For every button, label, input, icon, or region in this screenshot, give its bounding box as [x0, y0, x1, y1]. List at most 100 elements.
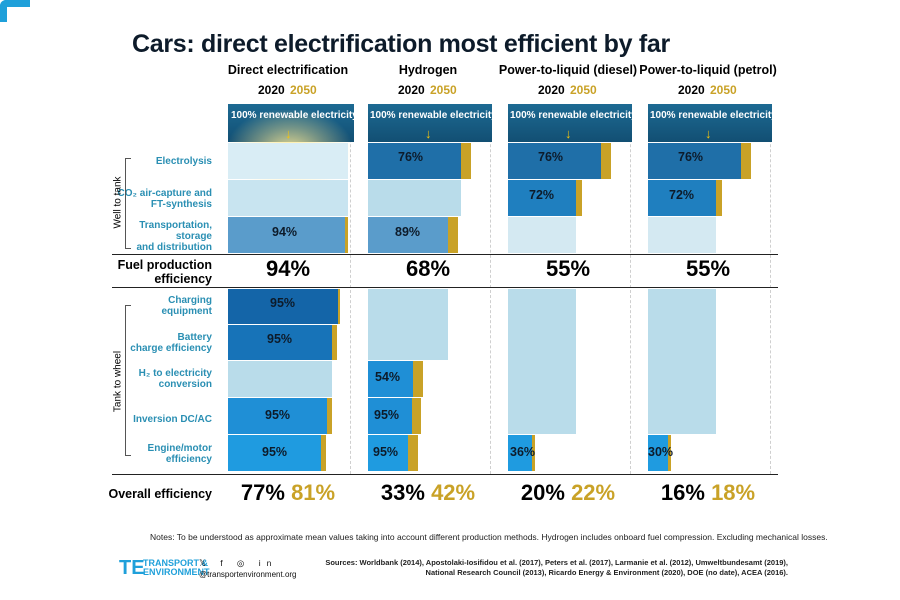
bar-direct-battery	[228, 325, 332, 360]
bar-label: 95%	[270, 296, 296, 310]
bar-label: 94%	[272, 225, 298, 239]
year-2020-label: 2020	[538, 83, 565, 97]
bar-direct-engine-2050	[321, 435, 326, 471]
bar-label: 54%	[375, 370, 401, 384]
bar-label: 95%	[374, 408, 400, 422]
fuel-production-label: Fuel production efficiency	[112, 258, 212, 286]
fuel-production-value: 94%	[265, 256, 311, 281]
bar-ptl-petrol-co2-2050	[716, 180, 722, 216]
arrow-down-icon: ↓	[425, 126, 432, 141]
bar-ptl-diesel-co2-2050	[576, 180, 582, 216]
bar-ptl-diesel-engine	[508, 435, 532, 471]
chart-title: Cars: direct electrification most effici…	[132, 30, 670, 58]
sources-line: Sources: Worldbank (2014), Apostolaki-Io…	[325, 558, 788, 567]
title-corner-decoration	[0, 0, 30, 22]
bar-hydrogen-pass-through	[368, 289, 448, 360]
year-2020-label: 2020	[398, 83, 425, 97]
bar-label: 72%	[669, 188, 695, 202]
bar-direct-co2	[228, 180, 348, 216]
grid-line	[350, 104, 351, 474]
separator-line	[112, 474, 778, 475]
logo-text-line: ENVIRONMENT	[143, 567, 210, 577]
bar-hydrogen-co2	[368, 180, 461, 216]
grid-line	[490, 104, 491, 474]
row-label-engine: Engine/motor efficiency	[112, 443, 212, 465]
renewable-source-box	[368, 104, 492, 142]
bar-label: 95%	[267, 332, 293, 346]
renewable-source-label: 100% renewable electricity	[231, 110, 358, 121]
grid-line	[770, 104, 771, 474]
separator-line	[112, 254, 778, 255]
fuel-production-label-line: Fuel production	[117, 258, 212, 272]
bar-direct-engine	[228, 435, 321, 471]
logo-text-line: TRANSPORT &	[143, 558, 208, 568]
row-label-battery: Battery charge efficiency	[112, 332, 212, 354]
year-2020-label: 2020	[258, 83, 285, 97]
bar-label: 72%	[529, 188, 555, 202]
overall-2020-value: 77%	[240, 480, 285, 505]
bar-hydrogen-transportation	[368, 217, 448, 253]
bar-ptl-diesel-pass-through	[508, 289, 576, 434]
grid-line	[630, 104, 631, 474]
overall-2050-value: 18%	[711, 480, 756, 505]
renewable-source-label: 100% renewable electricity	[650, 110, 777, 121]
col-head-ptl-petrol: Power-to-liquid (petrol)	[639, 63, 777, 77]
bar-label: 89%	[395, 225, 421, 239]
bracket-tick	[125, 248, 131, 249]
row-label-line: efficiency	[165, 454, 212, 465]
row-label-line: conversion	[158, 379, 212, 390]
arrow-down-icon: ↓	[285, 126, 292, 141]
bar-label: 95%	[373, 445, 399, 459]
overall-2050-value: 22%	[571, 480, 616, 505]
overall-efficiency-label: Overall efficiency	[108, 487, 212, 501]
bar-ptl-diesel-electrolysis	[508, 143, 601, 179]
bar-hydrogen-engine	[368, 435, 408, 471]
bar-ptl-petrol-electrolysis	[648, 143, 741, 179]
year-2020-label: 2020	[678, 83, 705, 97]
notes-text: Notes: To be understood as approximate m…	[150, 532, 828, 542]
bar-direct-charging-2050	[338, 289, 340, 324]
row-label-line: Charging	[168, 295, 212, 306]
row-label-line: storage	[175, 231, 212, 242]
row-label-charging: Charging equipment	[112, 295, 212, 317]
row-label-line: Battery	[177, 332, 212, 343]
bar-ptl-diesel-transportation	[508, 217, 576, 253]
social-icons[interactable]: 𝕏 f ◎ in	[199, 558, 278, 568]
bar-hydrogen-inversion-2050	[412, 398, 421, 434]
bracket-tick	[125, 158, 131, 159]
social-handle[interactable]: @transportenvironment.org	[199, 570, 297, 579]
row-label-line: FT-synthesis	[150, 199, 212, 210]
bar-direct-transportation	[228, 217, 345, 253]
bar-direct-inversion	[228, 398, 327, 434]
row-label-h2-conversion: H₂ to electricity conversion	[112, 368, 212, 390]
year-2050-label: 2050	[570, 83, 597, 97]
bar-direct-battery-2050	[332, 325, 337, 360]
overall-value-direct: 77% 81%	[213, 480, 363, 506]
renewable-source-box	[508, 104, 632, 142]
bar-label: 76%	[538, 150, 564, 164]
bar-ptl-petrol-co2	[648, 180, 716, 216]
renewable-source-box	[648, 104, 772, 142]
arrow-down-icon: ↓	[705, 126, 712, 141]
row-label-line: Engine/motor	[147, 443, 212, 454]
overall-value-ptl-petrol: 16% 18%	[633, 480, 783, 506]
bar-hydrogen-h2	[368, 361, 413, 397]
bar-label: 76%	[678, 150, 704, 164]
bar-direct-inversion-2050	[327, 398, 332, 434]
row-label-transportation: Transportation, storage and distribution	[112, 220, 212, 253]
tank-to-wheel-bracket	[125, 305, 126, 455]
bar-direct-transportation-2050	[345, 217, 348, 253]
fuel-production-label-line: efficiency	[154, 272, 212, 286]
bar-hydrogen-transportation-2050	[448, 217, 458, 253]
col-head-hydrogen: Hydrogen	[398, 63, 458, 77]
bar-ptl-petrol-electrolysis-2050	[741, 143, 751, 179]
fuel-production-value: 55%	[545, 256, 591, 281]
overall-2050-value: 81%	[291, 480, 336, 505]
logo-mark: TE	[119, 557, 145, 579]
bar-label: 95%	[265, 408, 291, 422]
row-label-line: equipment	[161, 306, 212, 317]
overall-2050-value: 42%	[431, 480, 476, 505]
row-label-electrolysis: Electrolysis	[155, 156, 212, 167]
bar-ptl-petrol-engine-2050	[668, 435, 671, 471]
overall-2020-value: 33%	[380, 480, 425, 505]
